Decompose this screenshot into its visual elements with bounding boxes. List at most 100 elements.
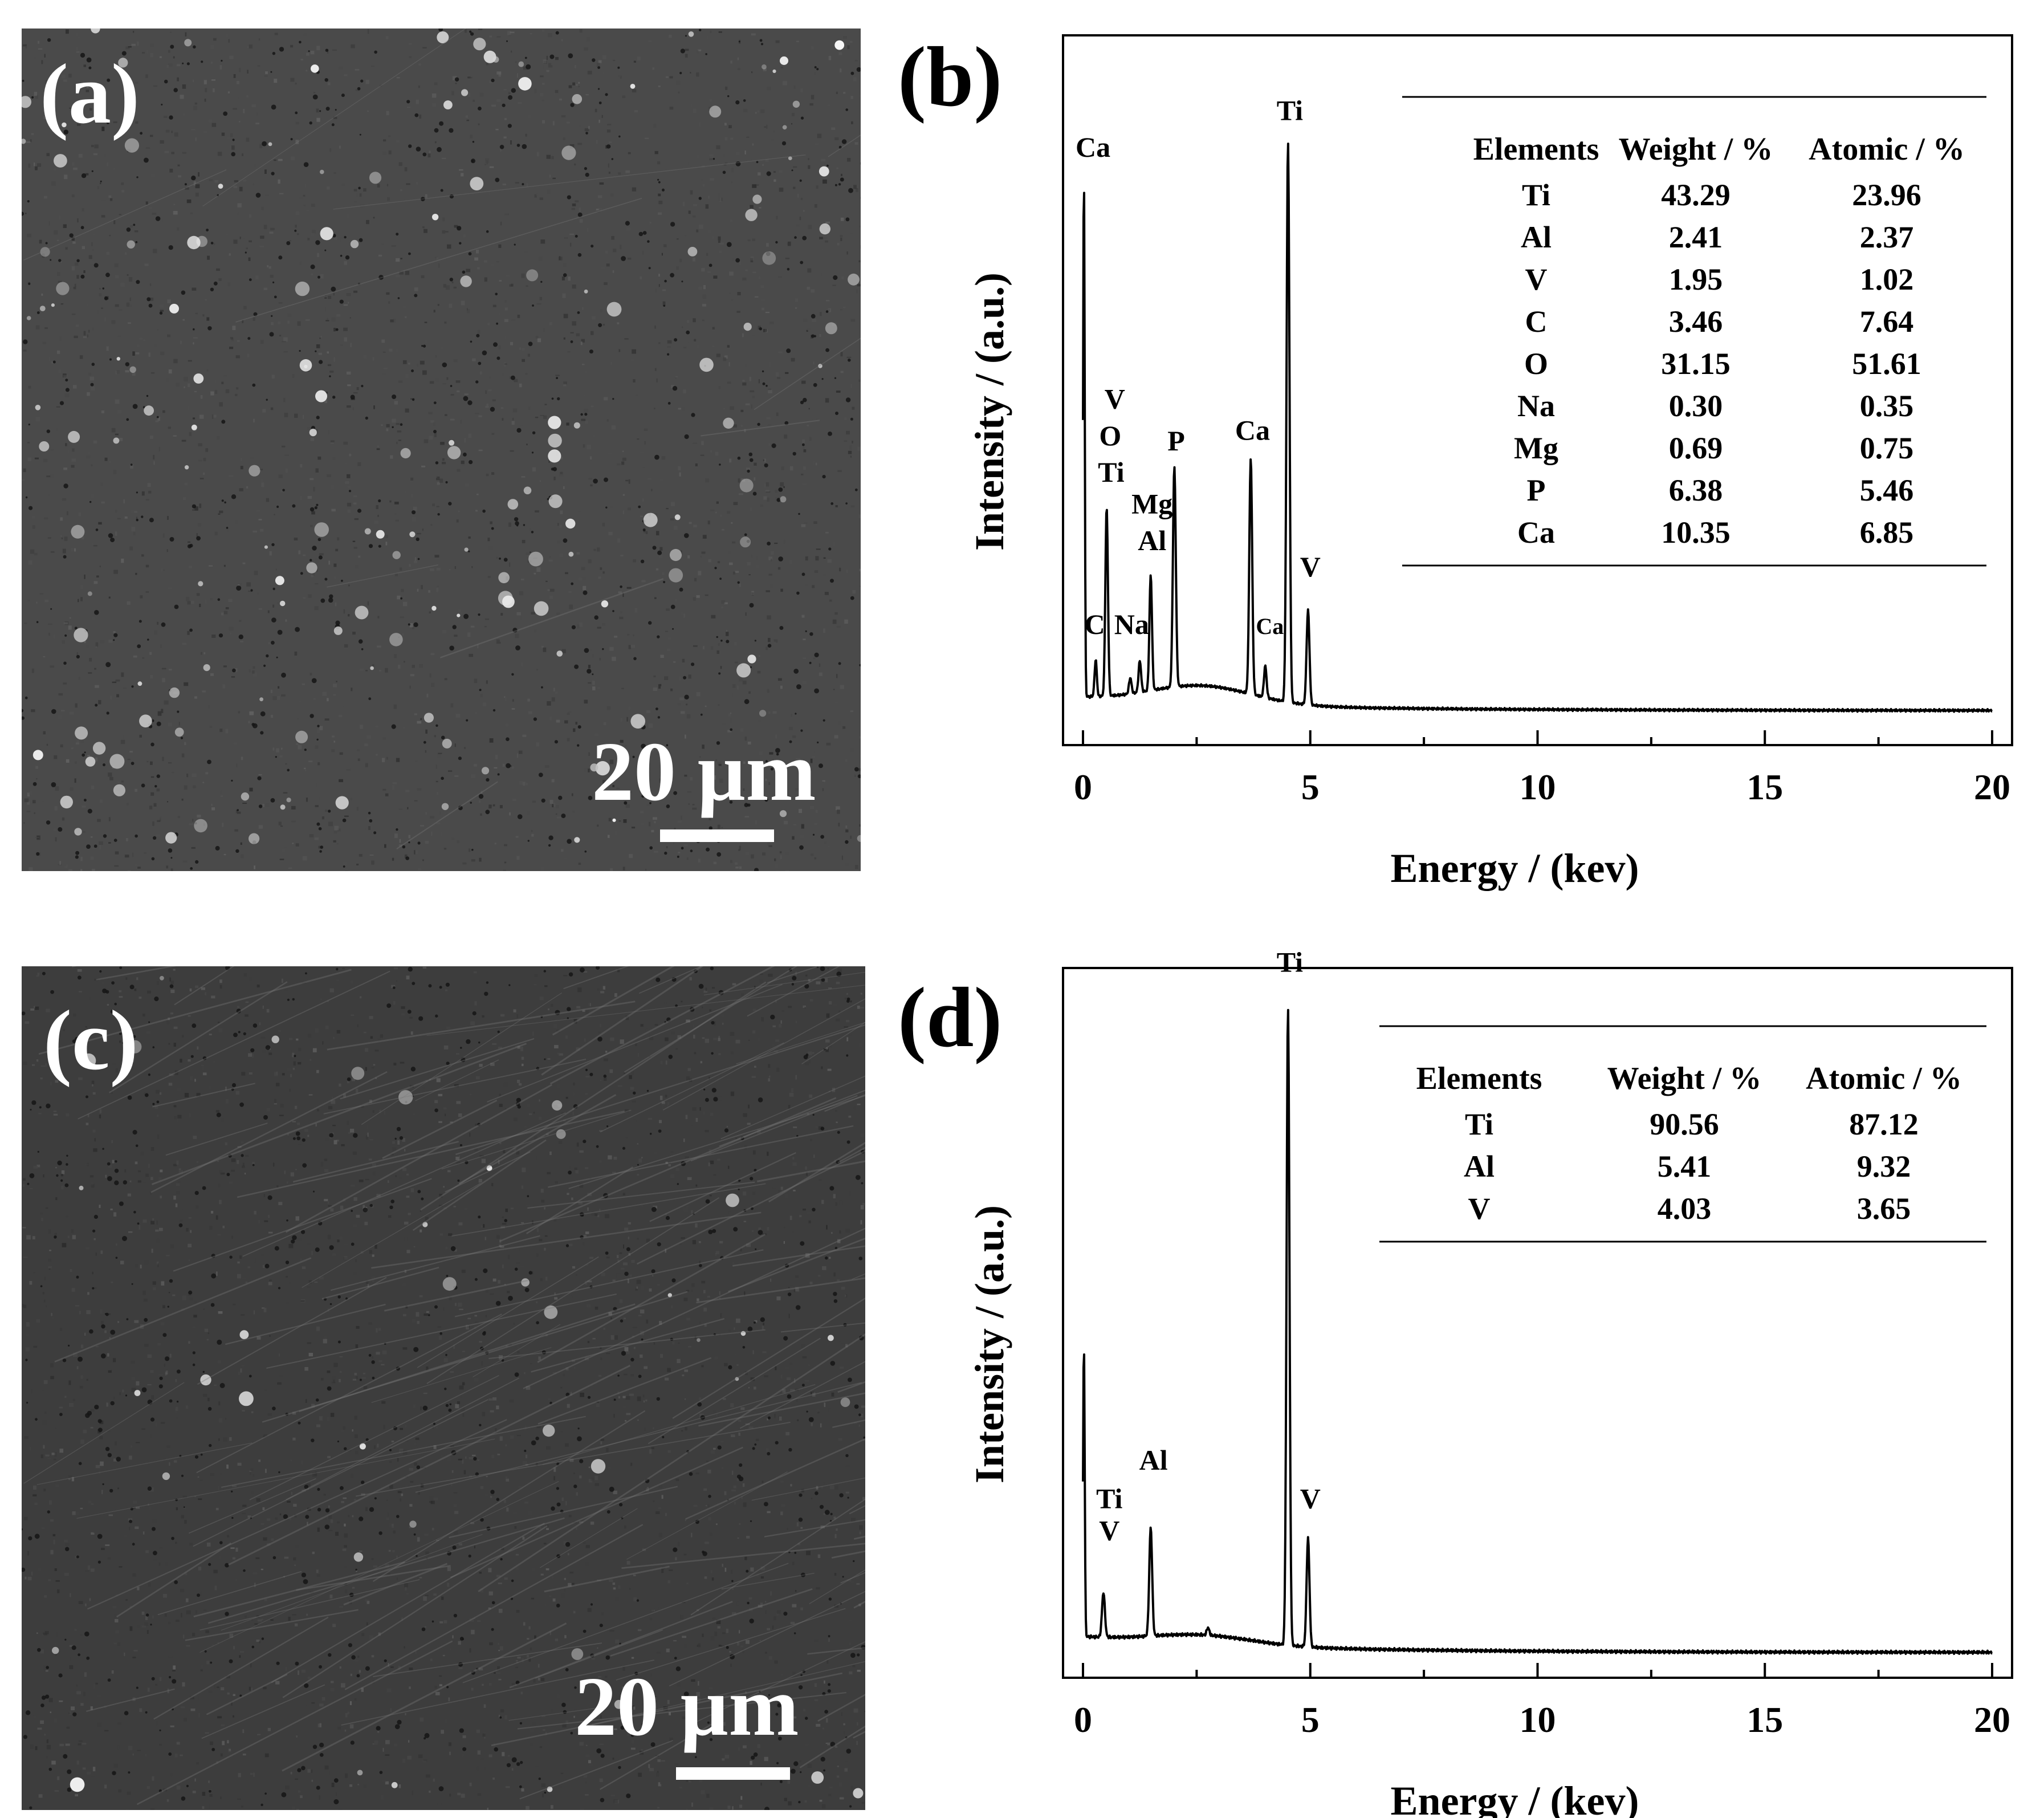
table-cell: 0.75 [1860,431,1914,465]
peak-label-na: Na [1114,608,1149,640]
eds-chart-b: 0 5 10 15 20 Energy / (kev) Intensity / (a.u.)… [967,34,2013,891]
panel-label-d: (d) [898,970,1003,1065]
peak-label-al: Al [1138,524,1166,556]
table-cell: Ti [1465,1107,1493,1141]
table-cell: 87.12 [1849,1107,1919,1141]
x-tick-label: 15 [1746,767,1783,807]
peak-label-ti: Ti [1277,946,1303,978]
table-cell: 1.02 [1860,262,1914,296]
sem-texture-c [22,966,865,1810]
sem-texture-a [22,29,861,871]
x-tick-label: 20 [1974,767,2010,807]
table-header: Elements [1416,1061,1542,1096]
table-header: Atomic / % [1809,132,1965,167]
x-axis-label: Energy / (kev) [1391,845,1639,891]
table-cell: 23.96 [1852,178,1921,212]
scale-bar-a [660,829,774,842]
x-tick-label: 20 [1974,1699,2010,1740]
panel-label-c: (c) [43,993,139,1088]
sem-grain [22,966,865,1810]
table-cell: 3.46 [1669,304,1723,339]
x-tick-label: 5 [1301,767,1320,807]
peak-label-ca: Ca [1235,414,1270,446]
table-cell: Na [1517,389,1555,423]
x-tick-label: 0 [1074,767,1092,807]
spectrum-line [1082,143,1993,713]
table-cell: P [1527,473,1546,507]
sem-image-a: (a) 20 µm [22,29,861,871]
x-axis-ticks: 0 5 10 15 20 [1074,730,2010,807]
table-cell: 9.32 [1857,1149,1911,1183]
table-cell: Ti [1522,178,1550,212]
peak-label-c: C [1085,608,1105,640]
table-cell: Mg [1514,431,1558,465]
scale-bar-c [676,1767,790,1780]
table-cell: O [1524,347,1548,381]
panel-label-b: (b) [898,30,1003,124]
panel-label-a: (a) [40,47,140,141]
table-cell: Ca [1517,515,1555,550]
peak-label-v: V [1300,1482,1321,1514]
x-tick-label: 15 [1746,1699,1783,1740]
table-cell: 10.35 [1661,515,1731,550]
x-tick-label: 10 [1520,767,1556,807]
peak-label-v: V [1099,1514,1119,1546]
composition-table: Elements Weight / % Atomic / % Ti 43.29 23.96… [1402,96,1986,567]
table-cell: 2.41 [1669,220,1723,254]
sem-background [22,29,861,871]
peak-label-ti: Ti [1096,1482,1122,1514]
table-cell: 0.69 [1669,431,1723,465]
x-axis-label: Energy / (kev) [1391,1778,1639,1818]
table-cell: C [1525,304,1548,339]
x-axis-ticks: 0 5 10 15 20 [1074,1663,2010,1740]
table-cell: 0.35 [1860,389,1914,423]
table-cell: V [1525,262,1548,296]
peak-label-al: Al [1139,1444,1168,1476]
table-cell: 5.46 [1860,473,1914,507]
composition-table: Elements Weight / % Atomic / % Ti 90.56 87.12… [1379,1025,1986,1243]
table-cell: 5.41 [1658,1149,1712,1183]
table-cell: 51.61 [1852,347,1921,381]
sem-image-c: (c) 20 µm [22,966,865,1810]
table-cell: 43.29 [1661,178,1731,212]
table-cell: 1.95 [1669,262,1723,296]
x-tick-label: 10 [1520,1699,1556,1740]
peak-label-mg: Mg [1131,487,1172,519]
table-cell: 3.65 [1857,1191,1911,1226]
scale-bar-label-a: 20 µm [592,725,816,819]
table-cell: Al [1464,1149,1495,1183]
y-axis-label: Intensity / (a.u.) [967,1205,1012,1483]
eds-chart-d: 0 5 10 15 20 Energy / (kev) Intensity / (a.u.)… [967,946,2013,1818]
table-cell: 2.37 [1860,220,1914,254]
sem-grain [22,29,861,871]
peak-label-o: O [1099,420,1121,452]
table-cell: Al [1521,220,1552,254]
sem-background [22,966,865,1810]
table-cell: 6.85 [1860,515,1914,550]
peak-label-v: V [1300,551,1321,583]
peak-label-ti: Ti [1277,94,1303,126]
table-cell: 90.56 [1650,1107,1719,1141]
table-header: Weight / % [1607,1061,1762,1096]
scale-bar-label-c: 20 µm [575,1660,799,1754]
x-tick-label: 0 [1074,1699,1092,1740]
table-header: Elements [1473,132,1599,167]
peak-label-ti: Ti [1098,456,1124,488]
peak-label-v: V [1105,383,1125,414]
peak-label-ca: Ca [1076,131,1110,163]
peak-label-p: P [1167,425,1185,457]
x-tick-label: 5 [1301,1699,1320,1740]
y-axis-label: Intensity / (a.u.) [967,273,1012,551]
table-cell: 0.30 [1669,389,1723,423]
table-header: Weight / % [1619,132,1773,167]
table-cell: 7.64 [1860,304,1914,339]
table-cell: 31.15 [1661,347,1731,381]
table-header: Atomic / % [1806,1061,1962,1096]
table-cell: 4.03 [1658,1191,1712,1226]
peak-label-ca: Ca [1256,613,1284,639]
table-cell: V [1468,1191,1491,1226]
table-cell: 6.38 [1669,473,1723,507]
